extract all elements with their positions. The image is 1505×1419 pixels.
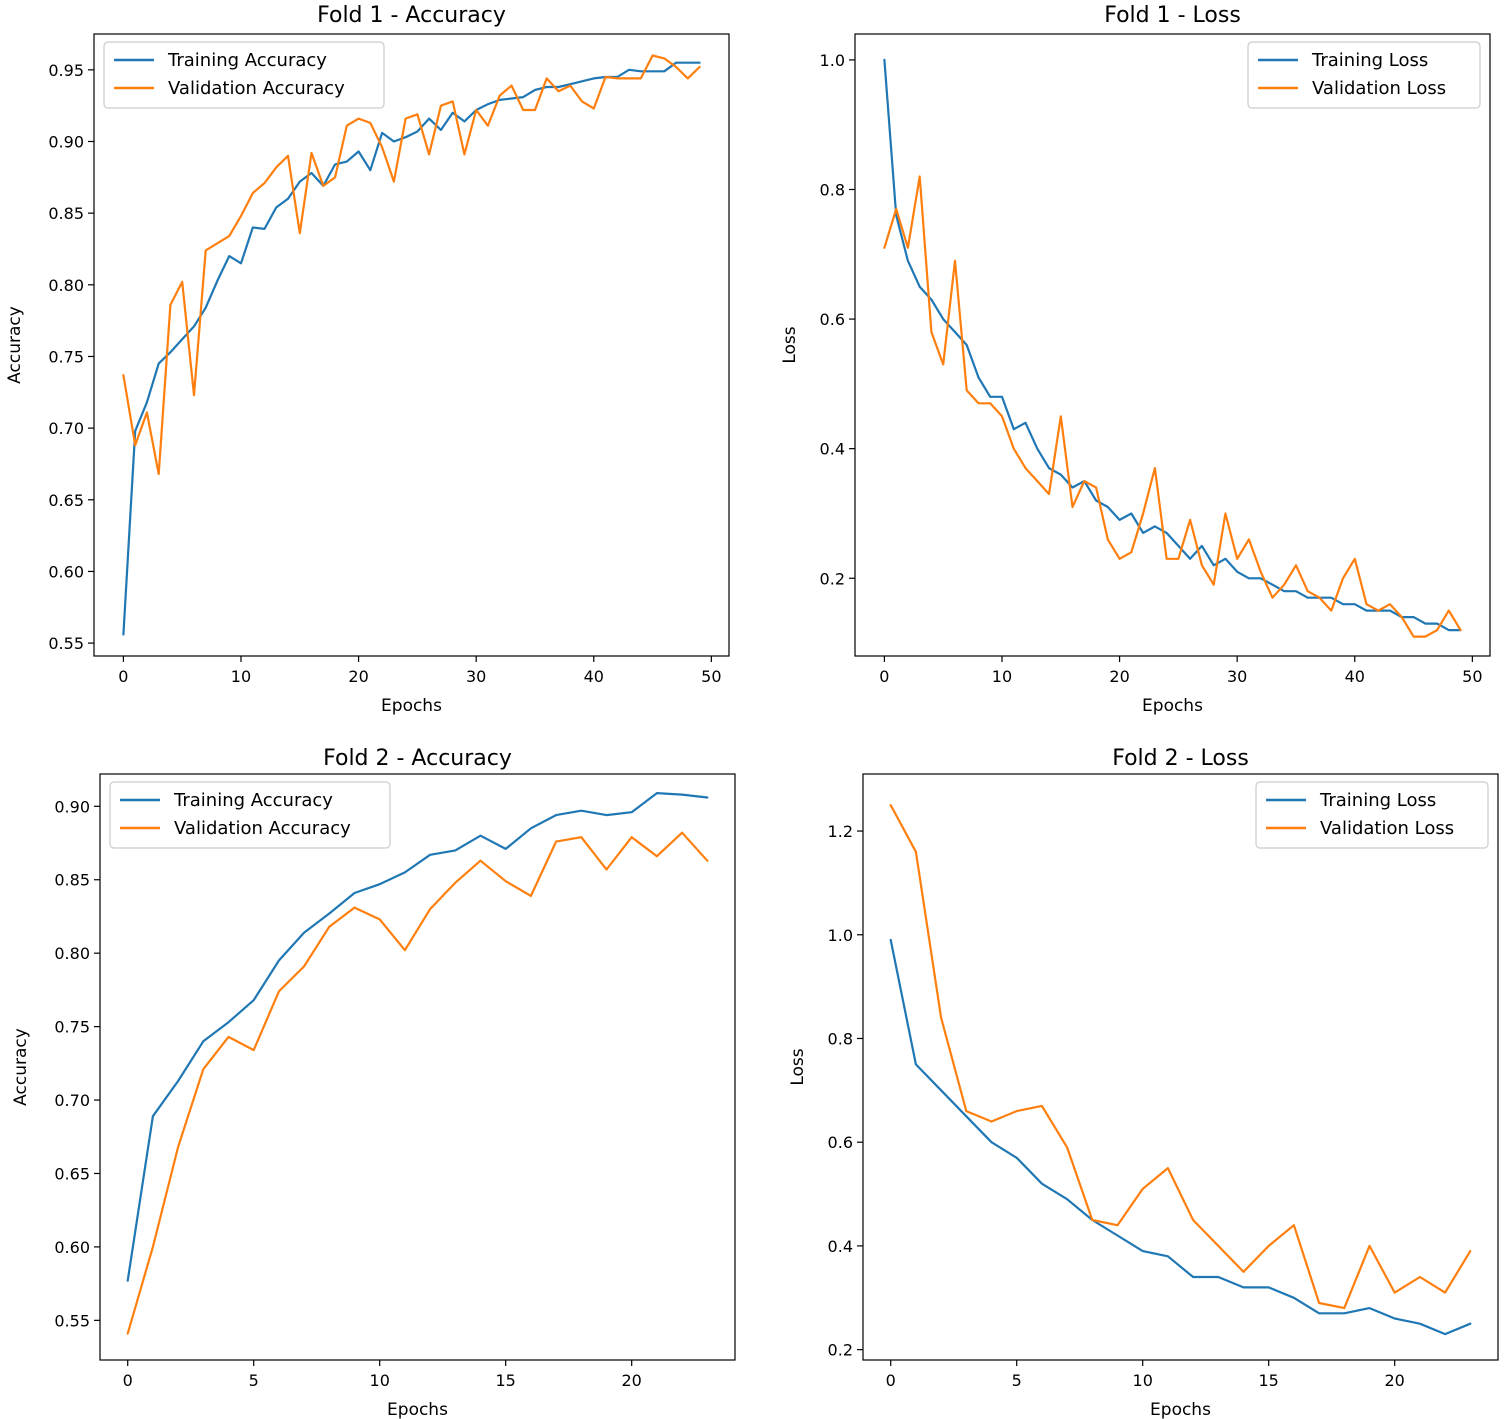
fold1-accuracy-legend-label: Validation Accuracy <box>168 78 345 99</box>
fold1-accuracy-axes-frame <box>93 33 730 657</box>
fold2-loss-xtick-label: 15 <box>1259 1371 1279 1390</box>
fold1-accuracy-lines <box>122 54 701 636</box>
fold2-loss-series-training-line <box>889 938 1472 1336</box>
fold1-accuracy-series-validation-line <box>122 54 701 476</box>
fold1-accuracy-xtick-label: 30 <box>466 667 486 686</box>
fold1-accuracy-title: Fold 1 - Accuracy <box>317 3 506 28</box>
fold2-accuracy-ytick-label: 0.70 <box>54 1091 90 1110</box>
fold2-accuracy-ytick-label: 0.65 <box>54 1164 90 1183</box>
fold1-accuracy-legend-label: Training Accuracy <box>167 50 327 71</box>
fold1-accuracy-ylabel: Accuracy <box>5 306 25 384</box>
fold2-loss-ytick-label: 0.8 <box>828 1029 853 1048</box>
fold2-accuracy-title: Fold 2 - Accuracy <box>323 746 512 771</box>
fold2-accuracy-xtick-label: 20 <box>622 1371 642 1390</box>
fold2-loss-legend-label: Validation Loss <box>1320 818 1454 839</box>
fold2-accuracy-xtick-label: 10 <box>370 1371 390 1390</box>
fold1-loss-title: Fold 1 - Loss <box>1104 3 1241 28</box>
fold2-loss-legend-box <box>1255 781 1489 849</box>
fold2-accuracy-ytick-label: 0.80 <box>54 944 90 963</box>
fold1-loss-xtick-label: 30 <box>1227 667 1247 686</box>
fold1-accuracy-ytick-label: 0.90 <box>48 132 84 151</box>
fold2-accuracy-series-training-line <box>126 791 709 1282</box>
fold2-accuracy-axes-frame <box>99 773 736 1361</box>
fold1-accuracy-ytick-label: 0.75 <box>48 347 84 366</box>
fold1-loss-xtick-label: 50 <box>1462 667 1482 686</box>
fold1-accuracy-xtick-label: 0 <box>118 667 128 686</box>
fold1-loss-legend-label: Validation Loss <box>1312 78 1446 99</box>
fold2-accuracy-legend-label: Validation Accuracy <box>174 818 351 839</box>
fold1-accuracy-xtick-label: 40 <box>584 667 604 686</box>
fold2-loss-legend-label: Training Loss <box>1319 790 1436 811</box>
fold2-accuracy-ytick-label: 0.90 <box>54 797 90 816</box>
fold1-accuracy-legend-box <box>103 41 385 109</box>
fold1-loss-series-training-line <box>883 58 1462 632</box>
fold2-loss-xlabel: Epochs <box>1150 1400 1211 1419</box>
fold1-loss-lines <box>883 58 1462 638</box>
fold1-loss-axes-frame <box>854 33 1491 657</box>
fold2-loss-ylabel: Loss <box>788 1048 808 1085</box>
fold1-loss-ylabel: Loss <box>780 326 800 363</box>
fold2-loss-legend: Training Loss Validation Loss <box>1255 781 1489 849</box>
fold1-loss-ytick-label: 0.6 <box>820 310 845 329</box>
fold2-loss-lines <box>889 803 1472 1336</box>
fold1-loss-xtick-label: 10 <box>992 667 1012 686</box>
fold2-accuracy-series-validation-line <box>126 831 709 1335</box>
fold2-accuracy-lines <box>126 791 709 1335</box>
fold1-loss-legend-box <box>1247 41 1481 109</box>
fold2-loss-ytick-label: 1.0 <box>828 926 853 945</box>
fold2-accuracy-ylabel: Accuracy <box>11 1028 31 1106</box>
fold1-loss-xlabel: Epochs <box>1142 696 1203 716</box>
fold2-loss-ytick-label: 0.4 <box>828 1237 853 1256</box>
fold2-loss-xtick-label: 5 <box>1012 1371 1022 1390</box>
fold1-accuracy-ytick-label: 0.70 <box>48 419 84 438</box>
fold2-accuracy-xlabel: Epochs <box>387 1400 448 1419</box>
fold2-loss-ytick-label: 0.6 <box>828 1133 853 1152</box>
fold1-accuracy-xtick-label: 20 <box>348 667 368 686</box>
fold1-loss-legend-label: Training Loss <box>1311 50 1428 71</box>
fold1-accuracy-ytick-label: 0.85 <box>48 204 84 223</box>
fold1-loss-legend: Training Loss Validation Loss <box>1247 41 1481 109</box>
fold1-accuracy-ytick-label: 0.65 <box>48 491 84 510</box>
fold2-accuracy-panel: 0 5 10 15 20 0.55 0.60 0.65 0.70 0.75 0.80 0.85 0.90… <box>11 746 736 1419</box>
fold2-loss-xtick-label: 0 <box>886 1371 896 1390</box>
fold2-accuracy-legend-label: Training Accuracy <box>173 790 333 811</box>
fold2-loss-axes-frame <box>862 773 1499 1361</box>
fold2-accuracy-xtick-label: 15 <box>496 1371 516 1390</box>
fold1-accuracy-ytick-label: 0.60 <box>48 562 84 581</box>
fold2-accuracy-ytick-label: 0.75 <box>54 1018 90 1037</box>
fold1-loss-series-validation-line <box>883 175 1462 638</box>
fold1-accuracy-legend: Training Accuracy Validation Accuracy <box>103 41 385 109</box>
fold1-loss-ytick-label: 0.2 <box>820 569 845 588</box>
fold2-accuracy-legend-box <box>109 781 391 849</box>
fold2-loss-xtick-label: 20 <box>1385 1371 1405 1390</box>
fold2-accuracy-ytick-label: 0.85 <box>54 871 90 890</box>
fold2-loss-series-validation-line <box>889 803 1472 1310</box>
fold1-accuracy-ytick-label: 0.95 <box>48 61 84 80</box>
fold2-loss-title: Fold 2 - Loss <box>1112 746 1249 771</box>
fold1-loss-ytick-label: 0.8 <box>820 181 845 200</box>
fold1-accuracy-ytick-label: 0.80 <box>48 276 84 295</box>
fold1-loss-panel: 0 10 20 30 40 50 0.2 0.4 0.6 0.8 1.0 Fold 1 - Loss E… <box>780 3 1491 716</box>
fold2-accuracy-legend: Training Accuracy Validation Accuracy <box>109 781 391 849</box>
fold2-loss-ytick-label: 0.2 <box>828 1341 853 1360</box>
fold2-accuracy-xtick-label: 5 <box>249 1371 259 1390</box>
fold1-loss-ytick-label: 0.4 <box>820 440 845 459</box>
fold1-loss-xtick-label: 0 <box>879 667 889 686</box>
fold1-loss-xtick-label: 20 <box>1109 667 1129 686</box>
fold2-loss-xtick-label: 10 <box>1133 1371 1153 1390</box>
fold1-accuracy-xtick-label: 10 <box>231 667 251 686</box>
fold2-accuracy-ytick-label: 0.60 <box>54 1238 90 1257</box>
fold1-accuracy-series-training-line <box>122 61 701 636</box>
fold2-accuracy-ytick-label: 0.55 <box>54 1311 90 1330</box>
fold2-loss-ytick-label: 1.2 <box>828 822 853 841</box>
fold1-loss-xtick-label: 40 <box>1345 667 1365 686</box>
fold2-accuracy-xtick-label: 0 <box>123 1371 133 1390</box>
fold1-accuracy-ytick-label: 0.55 <box>48 634 84 653</box>
fold1-loss-ytick-label: 1.0 <box>820 51 845 70</box>
fold2-loss-panel: 0 5 10 15 20 0.2 0.4 0.6 0.8 1.0 1.2 Fold 2 - Loss E… <box>788 746 1499 1419</box>
fold1-accuracy-xlabel: Epochs <box>381 696 442 716</box>
fold1-accuracy-panel: 0 10 20 30 40 50 0.55 0.60 0.65 0.70 0.75 0.80 0.85 0… <box>5 3 730 716</box>
fold1-accuracy-xtick-label: 50 <box>701 667 721 686</box>
